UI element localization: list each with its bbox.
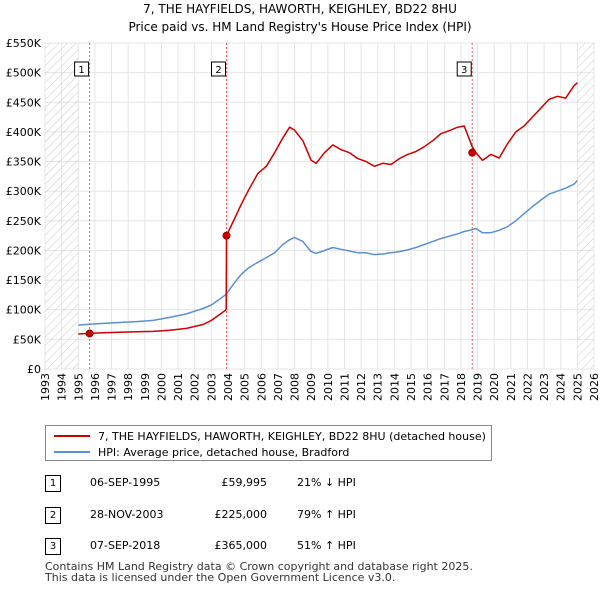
sale-marker-badge: 1	[45, 475, 61, 492]
y-tick-label: £200K	[6, 244, 42, 257]
x-tick-label: 1997	[106, 373, 119, 401]
x-tick-label: 1999	[139, 373, 152, 401]
y-tick-label: £400K	[6, 126, 42, 139]
x-tick-label: 2006	[255, 373, 268, 401]
y-tick-label: £250K	[6, 215, 42, 228]
y-tick-label: £450K	[6, 96, 42, 109]
x-tick-label: 2007	[272, 373, 285, 401]
x-tick-label: 2018	[455, 373, 468, 401]
x-tick-label: 2012	[355, 373, 368, 401]
sale-point	[468, 148, 477, 157]
y-tick-label: £150K	[6, 274, 42, 287]
x-tick-label: 1994	[56, 373, 69, 401]
legend-label-hpi: HPI: Average price, detached house, Brad…	[98, 445, 350, 459]
x-tick-label: 1996	[89, 373, 102, 401]
footer: Contains HM Land Registry data © Crown c…	[45, 561, 473, 583]
y-tick-label: £300K	[6, 185, 42, 198]
plot-area	[44, 42, 595, 370]
chart-subtitle: Price paid vs. HM Land Registry's House …	[128, 20, 472, 34]
x-tick-label: 2008	[289, 373, 302, 401]
sale-point	[222, 231, 231, 240]
x-tick-label: 2005	[239, 373, 252, 401]
chart-legend: 7, THE HAYFIELDS, HAWORTH, KEIGHLEY, BD2…	[45, 425, 492, 461]
sale-marker-badge: 3	[45, 538, 61, 555]
x-tick-label: 2002	[189, 373, 202, 401]
sale-marker-label: 3	[461, 65, 467, 76]
sale-date: 28-NOV-2003	[90, 508, 164, 521]
sales-row: 1 06-SEP-1995 £59,995 21% ↓ HPI	[45, 474, 445, 492]
x-tick-label: 2010	[322, 373, 335, 401]
x-tick-label: 2001	[172, 373, 185, 401]
sale-marker-badge: 2	[45, 507, 61, 524]
sale-marker-label: 1	[78, 65, 84, 76]
y-tick-label: £100K	[6, 304, 42, 317]
sale-hpi-diff: 51% ↑ HPI	[297, 539, 356, 552]
chart-title: 7, THE HAYFIELDS, HAWORTH, KEIGHLEY, BD2…	[143, 2, 457, 16]
x-tick-label: 2015	[405, 373, 418, 401]
property-series-line	[78, 82, 578, 335]
chart-title-block: 7, THE HAYFIELDS, HAWORTH, KEIGHLEY, BD2…	[0, 0, 600, 36]
legend-item-property: 7, THE HAYFIELDS, HAWORTH, KEIGHLEY, BD2…	[46, 428, 486, 444]
footer-licence: This data is licensed under the Open Gov…	[45, 571, 396, 584]
x-tick-label: 2020	[488, 373, 501, 401]
sale-price: £365,000	[214, 539, 268, 552]
x-tick-label: 2017	[438, 373, 451, 401]
sale-hpi-diff: 79% ↑ HPI	[297, 508, 356, 521]
legend-label-property: 7, THE HAYFIELDS, HAWORTH, KEIGHLEY, BD2…	[98, 429, 486, 443]
sale-marker-box	[211, 61, 227, 77]
x-tick-label: 2026	[588, 373, 600, 401]
sale-hpi-diff: 21% ↓ HPI	[297, 476, 356, 489]
sale-date: 06-SEP-1995	[90, 476, 161, 489]
legend-swatch-hpi	[54, 451, 90, 453]
sale-date: 07-SEP-2018	[90, 539, 161, 552]
x-tick-label: 2022	[521, 373, 534, 401]
sales-row: 2 28-NOV-2003 £225,000 79% ↑ HPI	[45, 506, 445, 524]
legend-item-hpi: HPI: Average price, detached house, Brad…	[46, 444, 349, 460]
hpi-series-line	[78, 179, 578, 326]
x-tick-label: 2004	[222, 373, 235, 401]
no-data-region-right	[577, 43, 594, 369]
x-tick-label: 2021	[505, 373, 518, 401]
legend-swatch-property	[54, 435, 90, 437]
x-tick-label: 2025	[571, 373, 584, 401]
y-tick-label: £500K	[6, 67, 42, 80]
x-tick-label: 1995	[72, 373, 85, 401]
x-tick-label: 2011	[338, 373, 351, 401]
y-tick-label: £50K	[13, 333, 42, 346]
sale-price: £59,995	[221, 476, 268, 489]
x-tick-label: 1998	[122, 373, 135, 401]
x-tick-label: 2019	[472, 373, 485, 401]
price-chart: 1 2 3 £0 £50K £100K £150K £200K £250K £300K £350K…	[6, 37, 600, 401]
sales-row: 3 07-SEP-2018 £365,000 51% ↑ HPI	[45, 537, 445, 555]
sale-marker-box	[456, 61, 472, 77]
y-tick-label: £350K	[6, 156, 42, 169]
x-tick-label: 2009	[305, 373, 318, 401]
x-tick-label: 2024	[555, 373, 568, 401]
sale-price: £225,000	[214, 508, 268, 521]
x-tick-label: 2013	[372, 373, 385, 401]
x-tick-label: 2014	[388, 373, 401, 401]
x-tick-label: 2023	[538, 373, 551, 401]
sale-marker-box	[74, 61, 90, 77]
x-tick-label: 2003	[205, 373, 218, 401]
y-tick-label: £0	[27, 363, 41, 376]
x-tick-label: 1993	[39, 373, 52, 401]
x-tick-label: 2016	[422, 373, 435, 401]
footer-copyright: Contains HM Land Registry data © Crown c…	[45, 560, 473, 573]
y-tick-label: £550K	[6, 37, 42, 50]
sale-point	[85, 329, 94, 338]
x-tick-label: 2000	[155, 373, 168, 401]
sale-marker-label: 2	[215, 65, 221, 76]
no-data-region-left	[45, 43, 79, 369]
